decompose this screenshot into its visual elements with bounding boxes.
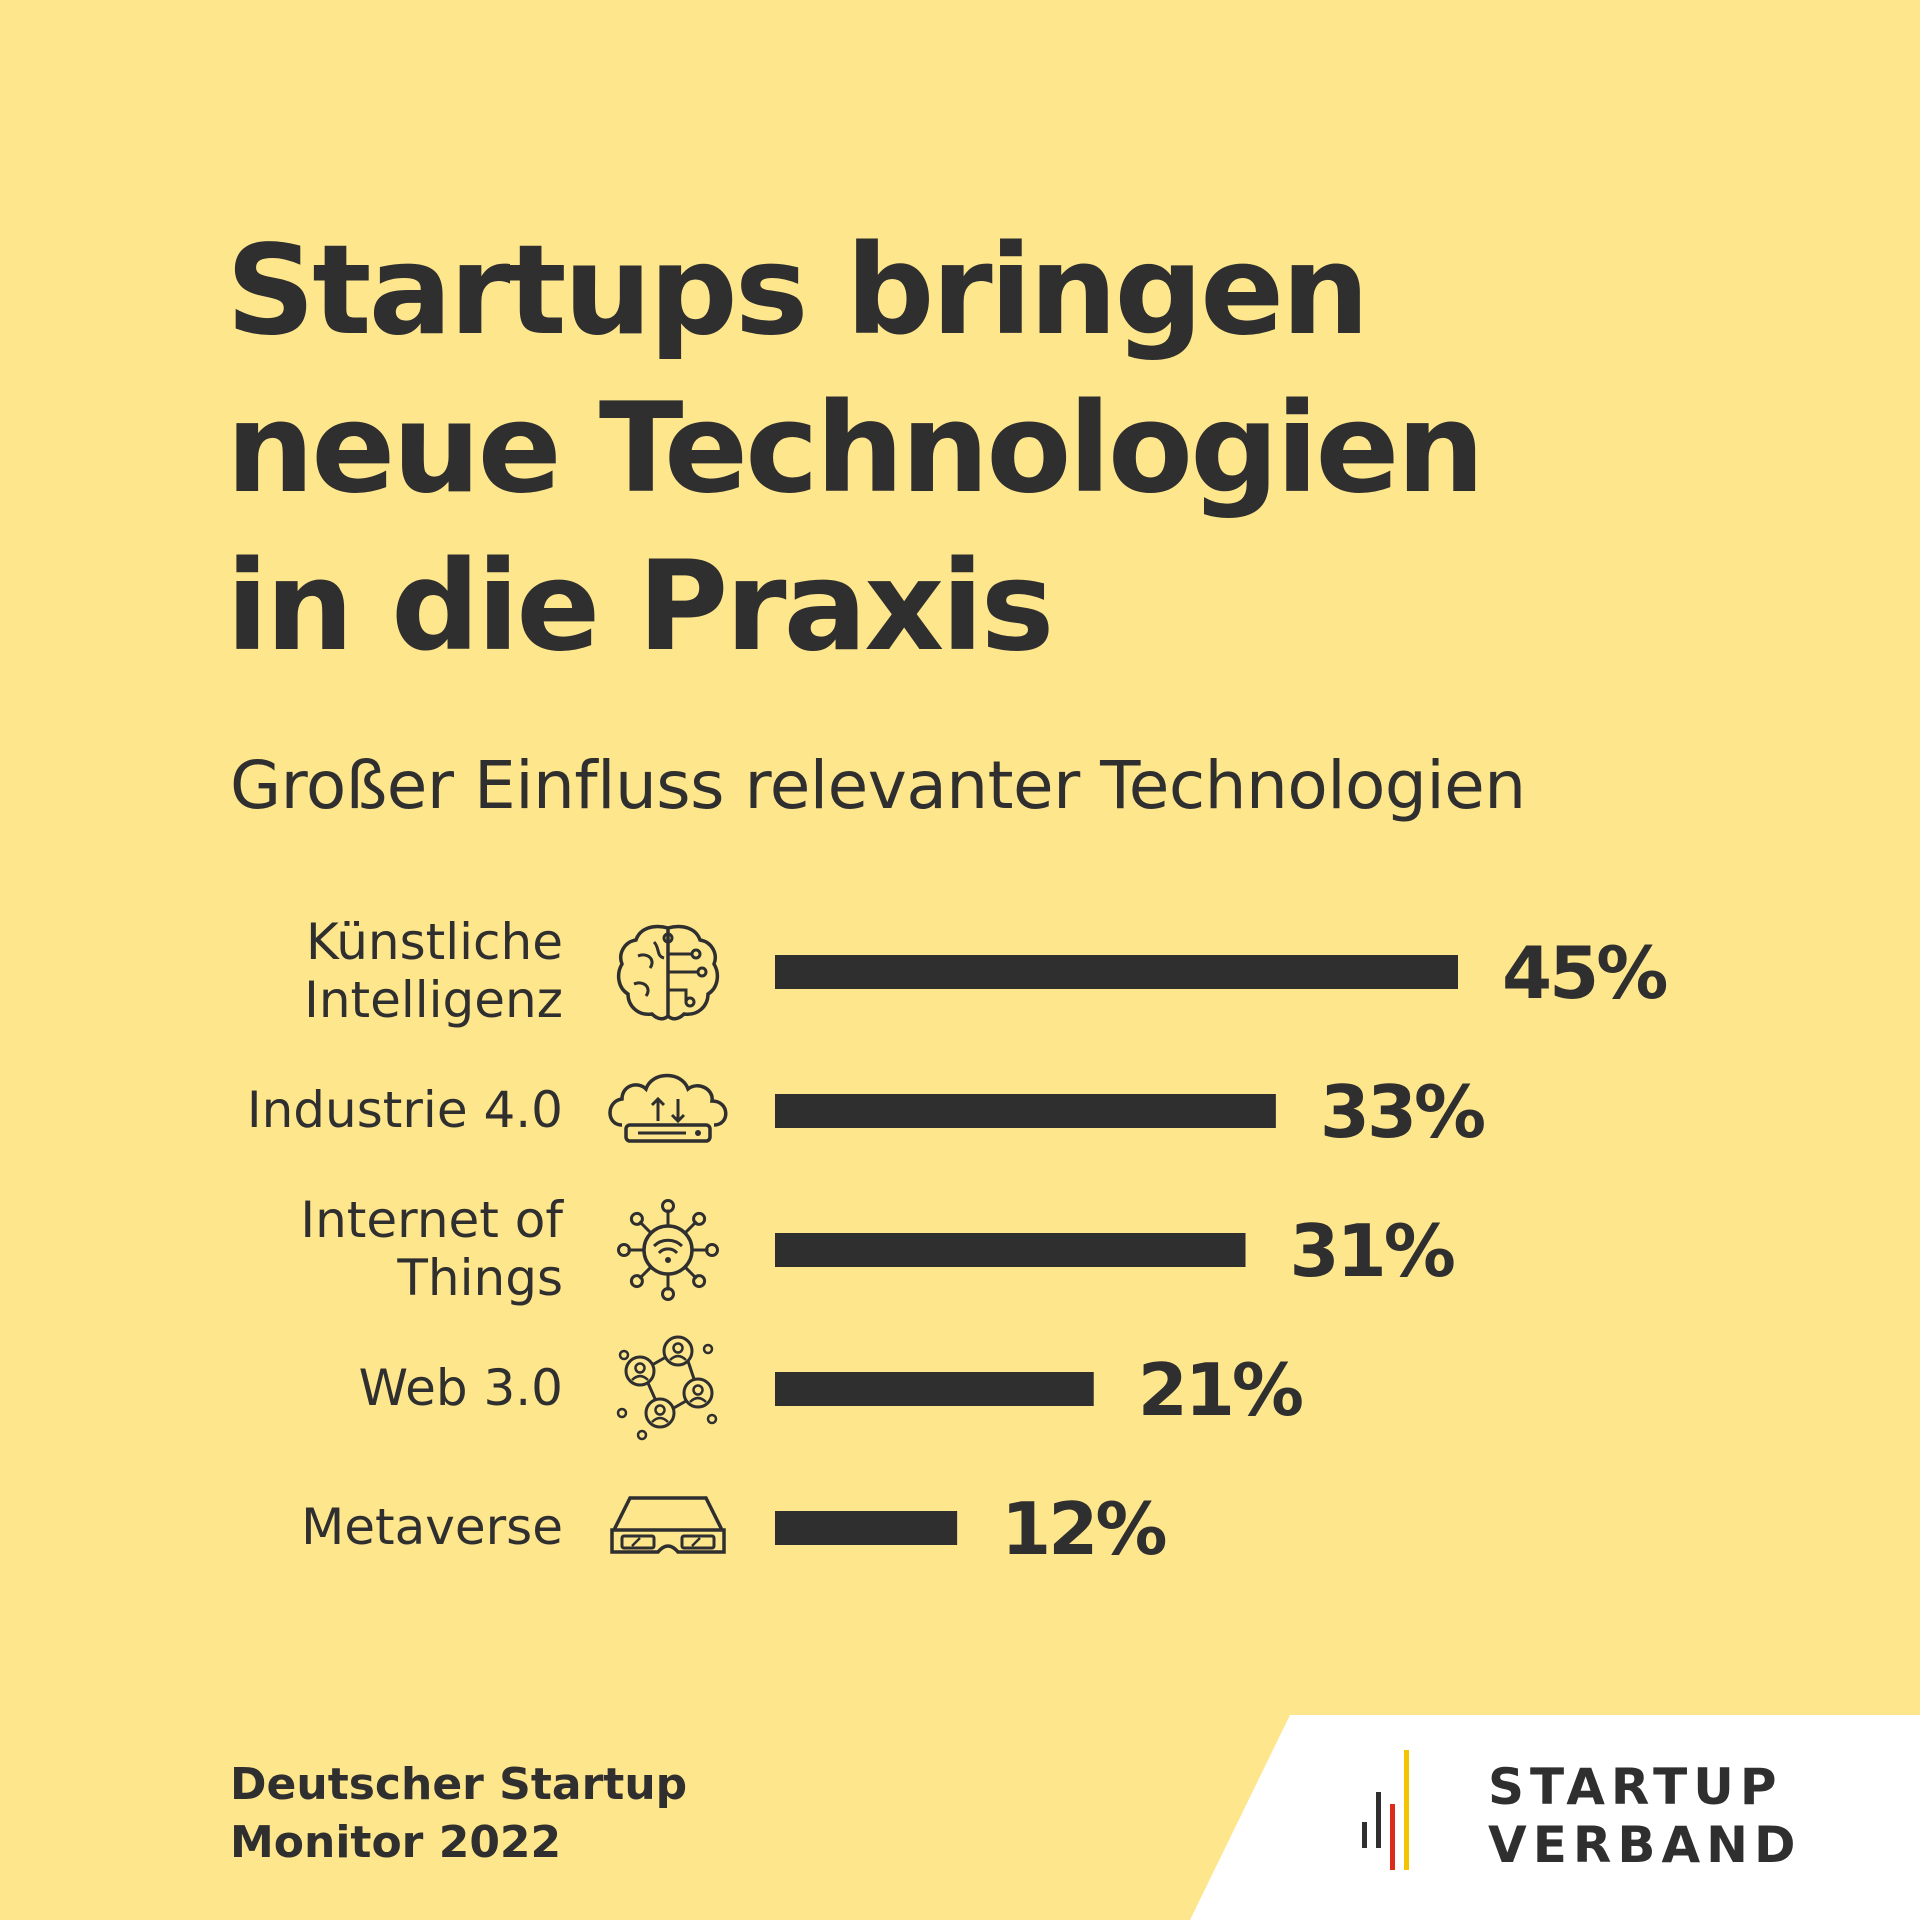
logo-panel <box>1190 1715 1920 1920</box>
category-label: Künstliche <box>306 913 563 971</box>
category-label: Internet of <box>300 1191 564 1249</box>
bar <box>775 955 1458 989</box>
chart-title-line-3: in die Praxis <box>226 535 1055 679</box>
value-label: 31% <box>1290 1209 1454 1293</box>
category-label: Industrie 4.0 <box>247 1081 563 1139</box>
category-label: Web 3.0 <box>359 1359 563 1417</box>
chart-title: Startups bringen neue Technologien in di… <box>226 212 1786 686</box>
value-label: 45% <box>1502 931 1666 1015</box>
category-label: Things <box>396 1249 563 1307</box>
brain-circuit-icon <box>616 924 720 1021</box>
chart-subtitle: Großer Einfluss relevanter Technologien <box>230 747 1526 824</box>
logo-wordmark: STARTUP VERBAND <box>1488 1758 1802 1874</box>
wifi-network-icon <box>617 1199 719 1301</box>
category-label: Metaverse <box>301 1498 563 1556</box>
logo-line-1: STARTUP <box>1488 1758 1783 1816</box>
value-label: 21% <box>1138 1348 1302 1432</box>
bar <box>775 1372 1094 1406</box>
vr-glasses-icon <box>610 1496 726 1554</box>
chart-title-line-1: Startups bringen <box>226 219 1370 363</box>
source-line-2: Monitor 2022 <box>230 1817 562 1868</box>
bar <box>775 1094 1276 1128</box>
chart-title-line-2: neue Technologien <box>226 377 1485 521</box>
value-label: 12% <box>1001 1487 1165 1571</box>
user-network-icon <box>616 1335 718 1441</box>
category-label: Intelligenz <box>304 971 563 1029</box>
source-line-1: Deutscher Startup <box>230 1759 688 1810</box>
bar <box>775 1511 958 1545</box>
startup-verband-logo-mark <box>1362 1750 1409 1870</box>
source-label: Deutscher Startup Monitor 2022 <box>230 1756 687 1872</box>
bar <box>775 1233 1246 1267</box>
value-label: 33% <box>1320 1070 1484 1154</box>
cloud-router-icon <box>608 1073 728 1143</box>
logo-line-2: VERBAND <box>1488 1816 1802 1874</box>
